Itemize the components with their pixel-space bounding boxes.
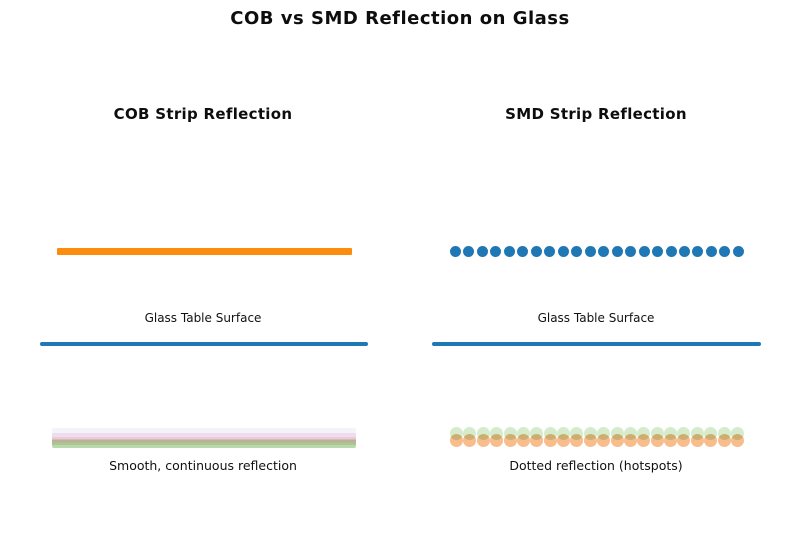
- smd-led-row: [450, 246, 744, 257]
- hotspot-green-glow: [610, 427, 624, 440]
- smd-reflection-hotspot: [677, 427, 691, 447]
- figure-title: COB vs SMD Reflection on Glass: [230, 8, 570, 29]
- hotspot-green-glow: [543, 427, 557, 440]
- smd-reflection-hotspot: [530, 427, 544, 447]
- hotspot-green-glow: [450, 427, 463, 440]
- hotspot-green-glow: [557, 427, 570, 440]
- smd-reflection-hotspot: [463, 427, 477, 447]
- hotspot-green-glow: [623, 427, 637, 440]
- smd-reflection-hotspot: [476, 427, 490, 447]
- hotspot-green-glow: [570, 427, 584, 440]
- smd-dotted-reflection-row: [450, 427, 744, 447]
- smd-reflection-hotspot: [650, 427, 664, 447]
- smd-led-dot: [692, 246, 704, 257]
- hotspot-green-glow: [664, 427, 677, 440]
- smd-led-dot: [652, 246, 664, 257]
- hotspot-green-glow: [690, 427, 704, 440]
- smd-led-dot: [544, 246, 556, 257]
- smd-led-dot: [611, 246, 623, 257]
- hotspot-green-glow: [530, 427, 544, 440]
- smd-led-dot: [598, 246, 610, 257]
- smd-reflection-hotspot: [557, 427, 570, 447]
- cob-panel-title: COB Strip Reflection: [113, 105, 293, 123]
- smd-led-dot: [530, 246, 542, 257]
- smd-led-dot: [705, 246, 717, 257]
- smd-reflection-hotspot: [637, 427, 651, 447]
- cob-smooth-reflection-strip: [52, 428, 356, 448]
- smd-reflection-hotspot: [570, 427, 584, 447]
- hotspot-green-glow: [516, 427, 530, 440]
- hotspot-green-glow: [637, 427, 651, 440]
- smd-led-dot: [476, 246, 488, 257]
- smd-reflection-hotspot: [583, 427, 597, 447]
- smd-reflection-hotspot: [543, 427, 557, 447]
- smd-led-dot: [678, 246, 690, 257]
- smd-reflection-hotspot: [503, 427, 517, 447]
- smd-led-dot: [517, 246, 529, 257]
- hotspot-green-glow: [717, 427, 731, 440]
- cob-glass-surface-label: Glass Table Surface: [144, 311, 262, 325]
- smd-reflection-hotspot: [717, 427, 731, 447]
- hotspot-green-glow: [677, 427, 691, 440]
- smd-led-dot: [584, 246, 596, 257]
- smd-panel-title: SMD Strip Reflection: [505, 105, 687, 123]
- smd-glass-surface-line: [432, 342, 761, 346]
- hotspot-green-glow: [476, 427, 490, 440]
- hotspot-green-glow: [463, 427, 477, 440]
- smd-reflection-hotspot: [690, 427, 704, 447]
- smd-reflection-caption: Dotted reflection (hotspots): [509, 458, 683, 473]
- smd-led-dot: [625, 246, 637, 257]
- hotspot-green-glow: [490, 427, 504, 440]
- smd-reflection-hotspot: [490, 427, 504, 447]
- hotspot-green-glow: [704, 427, 718, 440]
- cob-glass-surface-line: [40, 342, 368, 346]
- smd-glass-surface-label: Glass Table Surface: [537, 311, 655, 325]
- smd-led-dot: [732, 246, 744, 257]
- smd-reflection-hotspot: [610, 427, 624, 447]
- smd-reflection-hotspot: [516, 427, 530, 447]
- smd-led-dot: [571, 246, 583, 257]
- cob-reflection-caption: Smooth, continuous reflection: [109, 458, 297, 473]
- hotspot-green-glow: [503, 427, 517, 440]
- cob-led-strip: [57, 248, 352, 255]
- smd-led-dot: [450, 246, 461, 257]
- smd-led-dot: [557, 246, 569, 257]
- smd-reflection-hotspot: [704, 427, 718, 447]
- hotspot-green-glow: [730, 427, 744, 440]
- smd-reflection-hotspot: [730, 427, 744, 447]
- smd-reflection-hotspot: [450, 427, 463, 447]
- smd-reflection-hotspot: [623, 427, 637, 447]
- smd-led-dot: [719, 246, 731, 257]
- hotspot-green-glow: [650, 427, 664, 440]
- hotspot-green-glow: [597, 427, 611, 440]
- smd-reflection-hotspot: [597, 427, 611, 447]
- smd-led-dot: [503, 246, 515, 257]
- smd-led-dot: [490, 246, 502, 257]
- hotspot-green-glow: [583, 427, 597, 440]
- smd-led-dot: [665, 246, 677, 257]
- smd-led-dot: [638, 246, 650, 257]
- smd-reflection-hotspot: [664, 427, 677, 447]
- smd-led-dot: [463, 246, 475, 257]
